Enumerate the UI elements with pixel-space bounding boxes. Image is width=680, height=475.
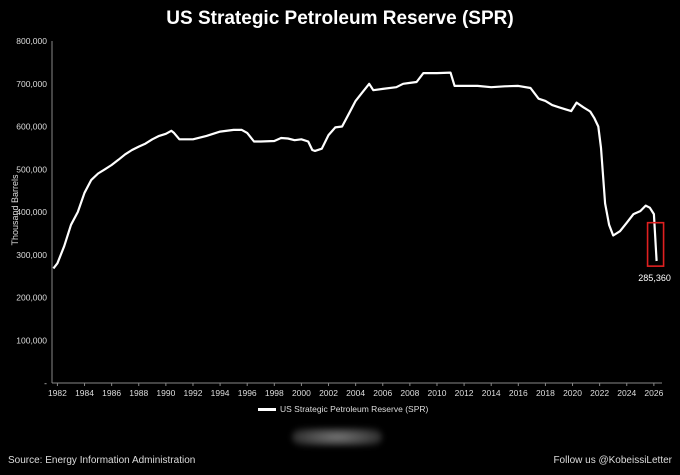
x-tick-label: 2020 [563,388,582,398]
y-tick-label: 400,000 [16,207,47,217]
y-tick-label: 700,000 [16,79,47,89]
legend-swatch [258,407,276,411]
x-tick-label: 2002 [319,388,338,398]
x-tick-label: 2018 [536,388,555,398]
y-tick-label: 500,000 [16,164,47,174]
blurred-watermark [292,428,382,446]
x-tick-label: 1994 [211,388,230,398]
highlight-box [646,221,665,267]
y-tick-label: 200,000 [16,293,47,303]
x-tick-label: 2026 [644,388,663,398]
x-tick-label: 2022 [590,388,609,398]
y-tick-label: 300,000 [16,250,47,260]
x-tick-label: 1992 [184,388,203,398]
x-tick-label: 2012 [455,388,474,398]
x-tick-label: 2014 [482,388,501,398]
y-tick-label: 600,000 [16,122,47,132]
legend-label: US Strategic Petroleum Reserve (SPR) [280,404,429,414]
y-tick-label: - [44,378,47,388]
x-tick-label: 2006 [373,388,392,398]
y-tick-label: 800,000 [16,36,47,46]
x-tick-label: 1986 [102,388,121,398]
x-tick-label: 1996 [238,388,257,398]
credit-note: Follow us @KobeissiLetter [553,455,672,466]
annotation-label: 285,360 [638,273,671,283]
x-tick-label: 2024 [617,388,636,398]
x-tick-label: 1982 [48,388,67,398]
x-tick-label: 2010 [428,388,447,398]
y-tick-label: 100,000 [16,335,47,345]
x-tick-label: 2000 [292,388,311,398]
legend: US Strategic Petroleum Reserve (SPR) [258,404,428,414]
x-tick-label: 1988 [129,388,148,398]
x-tick-label: 2016 [509,388,528,398]
source-note: Source: Energy Information Administratio… [8,455,196,466]
x-tick-label: 1998 [265,388,284,398]
series-line [52,71,658,270]
x-tick-label: 1984 [75,388,94,398]
x-tick-label: 2004 [346,388,365,398]
chart-title: US Strategic Petroleum Reserve (SPR) [166,8,514,29]
x-tick-label: 1990 [156,388,175,398]
x-tick-label: 2008 [400,388,419,398]
